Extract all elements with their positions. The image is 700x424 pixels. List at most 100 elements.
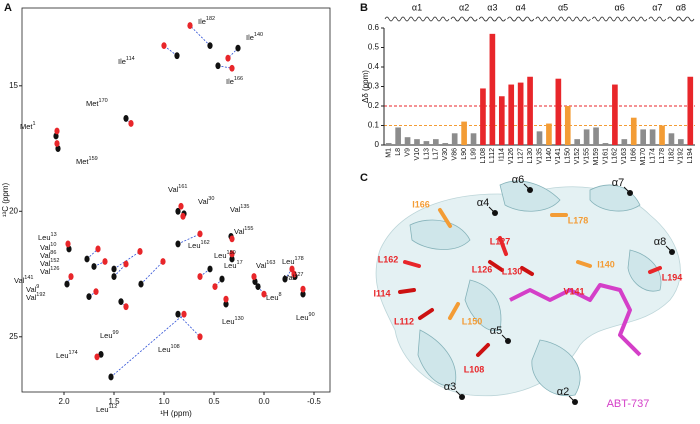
helix-pointer bbox=[501, 334, 509, 342]
bar bbox=[602, 143, 609, 145]
residue-name: Leu bbox=[158, 345, 171, 354]
x-tick-label: L162 bbox=[612, 148, 619, 164]
residue-name: Ile bbox=[246, 33, 254, 42]
peak bbox=[86, 293, 92, 301]
bar bbox=[678, 139, 684, 145]
y-tick-label: 20 bbox=[9, 206, 18, 215]
helix-label: α7 bbox=[652, 2, 662, 12]
peak-label: Val161 bbox=[168, 184, 187, 194]
peak-label: Ile182 bbox=[198, 16, 215, 26]
residue-name: Leu bbox=[214, 251, 227, 260]
bar bbox=[527, 76, 533, 145]
y-tick-label: 0.1 bbox=[368, 121, 380, 130]
x-tick-label: 0.5 bbox=[208, 397, 220, 406]
shift-link bbox=[177, 313, 201, 338]
x-tick-label: V9 bbox=[404, 148, 411, 157]
bar bbox=[621, 139, 628, 145]
x-tick-label: V86 bbox=[452, 148, 459, 161]
helix-label: α1 bbox=[412, 2, 422, 12]
helix-label: α4 bbox=[516, 2, 526, 12]
residue-name: Val bbox=[168, 185, 179, 194]
residue-number: 159 bbox=[89, 156, 98, 162]
residue-label: L127 bbox=[490, 236, 511, 246]
helix-label: α6 bbox=[614, 2, 624, 12]
x-tick-label: V135 bbox=[536, 148, 543, 164]
peak-label: Val127 bbox=[284, 272, 303, 282]
bar bbox=[583, 129, 590, 145]
shift-link bbox=[163, 45, 178, 57]
residue-name: Met bbox=[86, 99, 99, 108]
residue-label: I140 bbox=[597, 259, 615, 269]
x-tick-label: L150 bbox=[565, 148, 572, 164]
peak bbox=[175, 310, 181, 318]
x-tick-label: L90 bbox=[461, 148, 468, 160]
peak bbox=[123, 115, 129, 122]
peak bbox=[300, 285, 306, 293]
bar bbox=[668, 133, 675, 145]
peak-label: Val192 bbox=[26, 292, 45, 302]
residue-number: 161 bbox=[178, 184, 187, 190]
bar bbox=[555, 78, 562, 145]
bar bbox=[451, 133, 458, 145]
x-tick-label: V163 bbox=[621, 148, 628, 164]
peak bbox=[54, 127, 60, 135]
residue-name: Val bbox=[284, 273, 295, 282]
residue-number: 8 bbox=[279, 292, 282, 298]
bar bbox=[687, 76, 694, 145]
residue-number: 90 bbox=[309, 312, 315, 318]
peak bbox=[174, 52, 180, 60]
helix-label: α3 bbox=[444, 381, 456, 393]
residue-label: I114 bbox=[373, 288, 390, 298]
residue-label: L194 bbox=[662, 272, 683, 282]
residue-number: 152 bbox=[50, 258, 59, 264]
peak bbox=[68, 273, 74, 280]
bar bbox=[423, 141, 430, 145]
bar bbox=[498, 96, 505, 145]
bar bbox=[564, 106, 571, 145]
peak-label: Val152 bbox=[40, 258, 59, 268]
peak-label: Leu130 bbox=[222, 316, 244, 326]
peak bbox=[175, 207, 181, 215]
peak-label: Met170 bbox=[86, 98, 108, 108]
peak bbox=[65, 240, 71, 248]
bar bbox=[574, 139, 581, 145]
peak-label: Val126 bbox=[40, 266, 59, 276]
x-tick-label: L178 bbox=[659, 148, 666, 164]
x-tick-label: V126 bbox=[508, 148, 515, 164]
bar bbox=[630, 117, 637, 145]
bar bbox=[470, 133, 477, 145]
residue-name: Leu bbox=[38, 233, 51, 242]
residue-number: 166 bbox=[234, 76, 243, 82]
x-tick-label: I114 bbox=[499, 148, 506, 161]
peak bbox=[261, 290, 267, 298]
peak bbox=[235, 44, 241, 52]
plot-frame bbox=[21, 7, 331, 393]
residue-name: Val bbox=[256, 261, 267, 270]
y-tick-label: 15 bbox=[9, 81, 18, 90]
peak bbox=[229, 250, 235, 258]
peak-label: Ile166 bbox=[226, 76, 243, 86]
helix-label: α4 bbox=[477, 197, 489, 209]
y-tick-label: 0.2 bbox=[368, 101, 380, 110]
residue-label: L150 bbox=[462, 316, 483, 326]
peak bbox=[219, 275, 225, 283]
residue-name: Met bbox=[20, 122, 33, 131]
helix-pointer bbox=[488, 206, 496, 214]
bar bbox=[659, 125, 665, 145]
residue-number: 182 bbox=[206, 16, 215, 22]
bar bbox=[508, 84, 515, 145]
helix-wave bbox=[648, 16, 667, 22]
peak-label: Leu8 bbox=[266, 292, 282, 302]
residue-name: Val bbox=[26, 293, 37, 302]
residue-name: Leu bbox=[296, 313, 309, 322]
peak bbox=[197, 333, 203, 341]
peak bbox=[91, 263, 97, 270]
peak-label: Ile114 bbox=[118, 56, 135, 66]
residue-name: Leu bbox=[188, 241, 201, 250]
residue-name: Leu bbox=[282, 257, 295, 266]
residue-number: 86 bbox=[50, 250, 56, 256]
helix-wave bbox=[667, 16, 695, 22]
peak bbox=[138, 280, 144, 288]
residue-number: 108 bbox=[171, 344, 180, 350]
